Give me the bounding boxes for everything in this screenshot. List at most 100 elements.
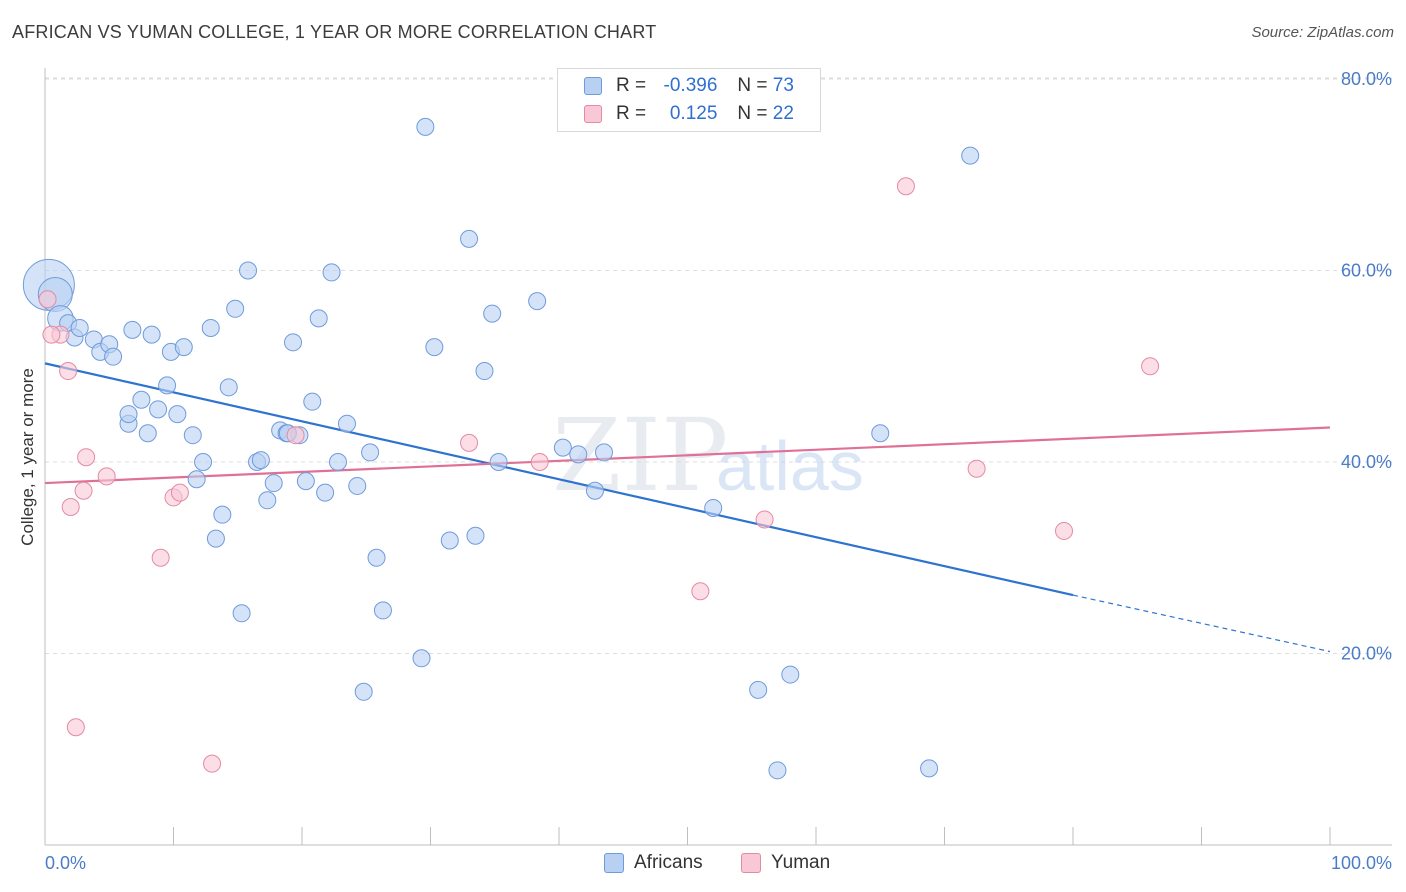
africans-point[interactable] — [781, 665, 800, 684]
y-tick-label: 60.0% — [1341, 261, 1392, 281]
yuman-point[interactable] — [59, 362, 78, 381]
africans-point[interactable] — [132, 390, 151, 409]
yuman-point[interactable] — [151, 548, 170, 567]
correlation-legend: R = -0.396 N = 73 R = 0.125 N = 22 — [557, 68, 821, 132]
yuman-swatch-icon — [584, 105, 602, 123]
yuman-point[interactable] — [691, 582, 710, 601]
africans-point[interactable] — [749, 680, 768, 699]
africans-point[interactable] — [920, 759, 939, 778]
yuman-point[interactable] — [38, 290, 57, 309]
africans-point[interactable] — [183, 426, 202, 445]
legend-r-label: R = — [616, 103, 647, 124]
legend-r-value: -0.396 — [663, 75, 718, 96]
africans-point[interactable] — [123, 320, 142, 339]
yuman-point[interactable] — [66, 718, 85, 737]
yuman-point[interactable] — [170, 483, 189, 502]
africans-point[interactable] — [168, 405, 187, 424]
legend-r-value: 0.125 — [669, 103, 718, 124]
africans-point[interactable] — [158, 376, 177, 395]
yuman-point[interactable] — [460, 433, 479, 452]
y-tick-label: 40.0% — [1341, 452, 1392, 472]
africans-point[interactable] — [201, 318, 220, 337]
yuman-point[interactable] — [97, 467, 116, 486]
africans-point[interactable] — [466, 526, 485, 545]
africans-point[interactable] — [528, 292, 547, 311]
africans-point[interactable] — [483, 304, 502, 323]
africans-point[interactable] — [219, 378, 238, 397]
africans-point[interactable] — [149, 400, 168, 419]
africans-point[interactable] — [104, 347, 123, 366]
africans-point[interactable] — [871, 424, 890, 443]
africans-point[interactable] — [322, 263, 341, 282]
africans-point[interactable] — [239, 261, 258, 280]
africans-point[interactable] — [440, 531, 459, 550]
yuman-point[interactable] — [967, 459, 986, 478]
africans-point[interactable] — [194, 453, 213, 471]
africans-point[interactable] — [328, 453, 347, 471]
africans-point[interactable] — [460, 229, 479, 248]
africans-point[interactable] — [316, 483, 335, 502]
yuman-trend-line — [44, 426, 1331, 485]
africans-point[interactable] — [232, 604, 251, 623]
legend-row-yuman: R = 0.125 N = 22 — [584, 101, 794, 127]
africans-point[interactable] — [119, 405, 138, 424]
africans-point[interactable] — [337, 414, 356, 433]
yuman-point[interactable] — [203, 754, 222, 773]
legend-n-label: N = — [737, 103, 768, 124]
africans-point[interactable] — [475, 362, 494, 381]
chart-title: AFRICAN VS YUMAN COLLEGE, 1 YEAR OR MORE… — [12, 22, 657, 42]
africans-point[interactable] — [367, 548, 386, 567]
legend-n-label: N = — [737, 75, 768, 96]
africans-point[interactable] — [309, 309, 328, 328]
africans-point[interactable] — [70, 318, 89, 337]
africans-point[interactable] — [258, 491, 277, 510]
legend-item-africans[interactable]: Africans — [604, 852, 703, 874]
yuman-point[interactable] — [530, 453, 549, 471]
yuman-point[interactable] — [755, 510, 774, 529]
africans-point[interactable] — [251, 451, 270, 470]
y-tick-label: 80.0% — [1341, 69, 1392, 89]
source-label: Source: ZipAtlas.com — [1251, 24, 1394, 41]
africans-point[interactable] — [704, 498, 723, 517]
africans-legend-icon — [604, 853, 624, 873]
africans-point[interactable] — [213, 505, 232, 524]
africans-point[interactable] — [226, 299, 245, 318]
africans-point[interactable] — [594, 443, 613, 462]
legend-n-value: 73 — [772, 75, 794, 96]
africans-point[interactable] — [303, 392, 322, 411]
yuman-point[interactable] — [286, 426, 305, 445]
legend-item-yuman[interactable]: Yuman — [741, 852, 830, 874]
yuman-point[interactable] — [42, 325, 61, 344]
africans-point[interactable] — [373, 601, 392, 620]
africans-point[interactable] — [264, 474, 283, 493]
yuman-point[interactable] — [74, 481, 93, 500]
yuman-point[interactable] — [896, 177, 915, 196]
africans-point[interactable] — [284, 333, 303, 352]
africans-point[interactable] — [768, 761, 787, 780]
yuman-point[interactable] — [61, 498, 80, 517]
africans-point[interactable] — [354, 682, 373, 701]
africans-point[interactable] — [206, 529, 225, 548]
africans-point[interactable] — [585, 481, 604, 500]
africans-point[interactable] — [961, 146, 980, 165]
africans-point[interactable] — [296, 472, 315, 491]
yuman-point[interactable] — [1055, 521, 1074, 540]
africans-point[interactable] — [412, 649, 431, 668]
africans-point[interactable] — [142, 325, 161, 344]
africans-point[interactable] — [425, 338, 444, 357]
africans-point[interactable] — [553, 438, 572, 457]
africans-point[interactable] — [569, 445, 588, 464]
x-tick-label-min: 0.0% — [45, 853, 86, 873]
africans-point[interactable] — [489, 453, 508, 471]
africans-point[interactable] — [361, 443, 380, 462]
africans-point[interactable] — [138, 424, 157, 443]
y-tick-label: 20.0% — [1341, 644, 1392, 664]
yuman-point[interactable] — [1141, 357, 1160, 376]
yuman-point[interactable] — [77, 448, 96, 467]
africans-point[interactable] — [174, 338, 193, 357]
legend-label-yuman: Yuman — [771, 852, 831, 873]
africans-point[interactable] — [187, 470, 206, 489]
africans-point[interactable] — [348, 476, 367, 495]
africans-point[interactable] — [416, 117, 435, 136]
